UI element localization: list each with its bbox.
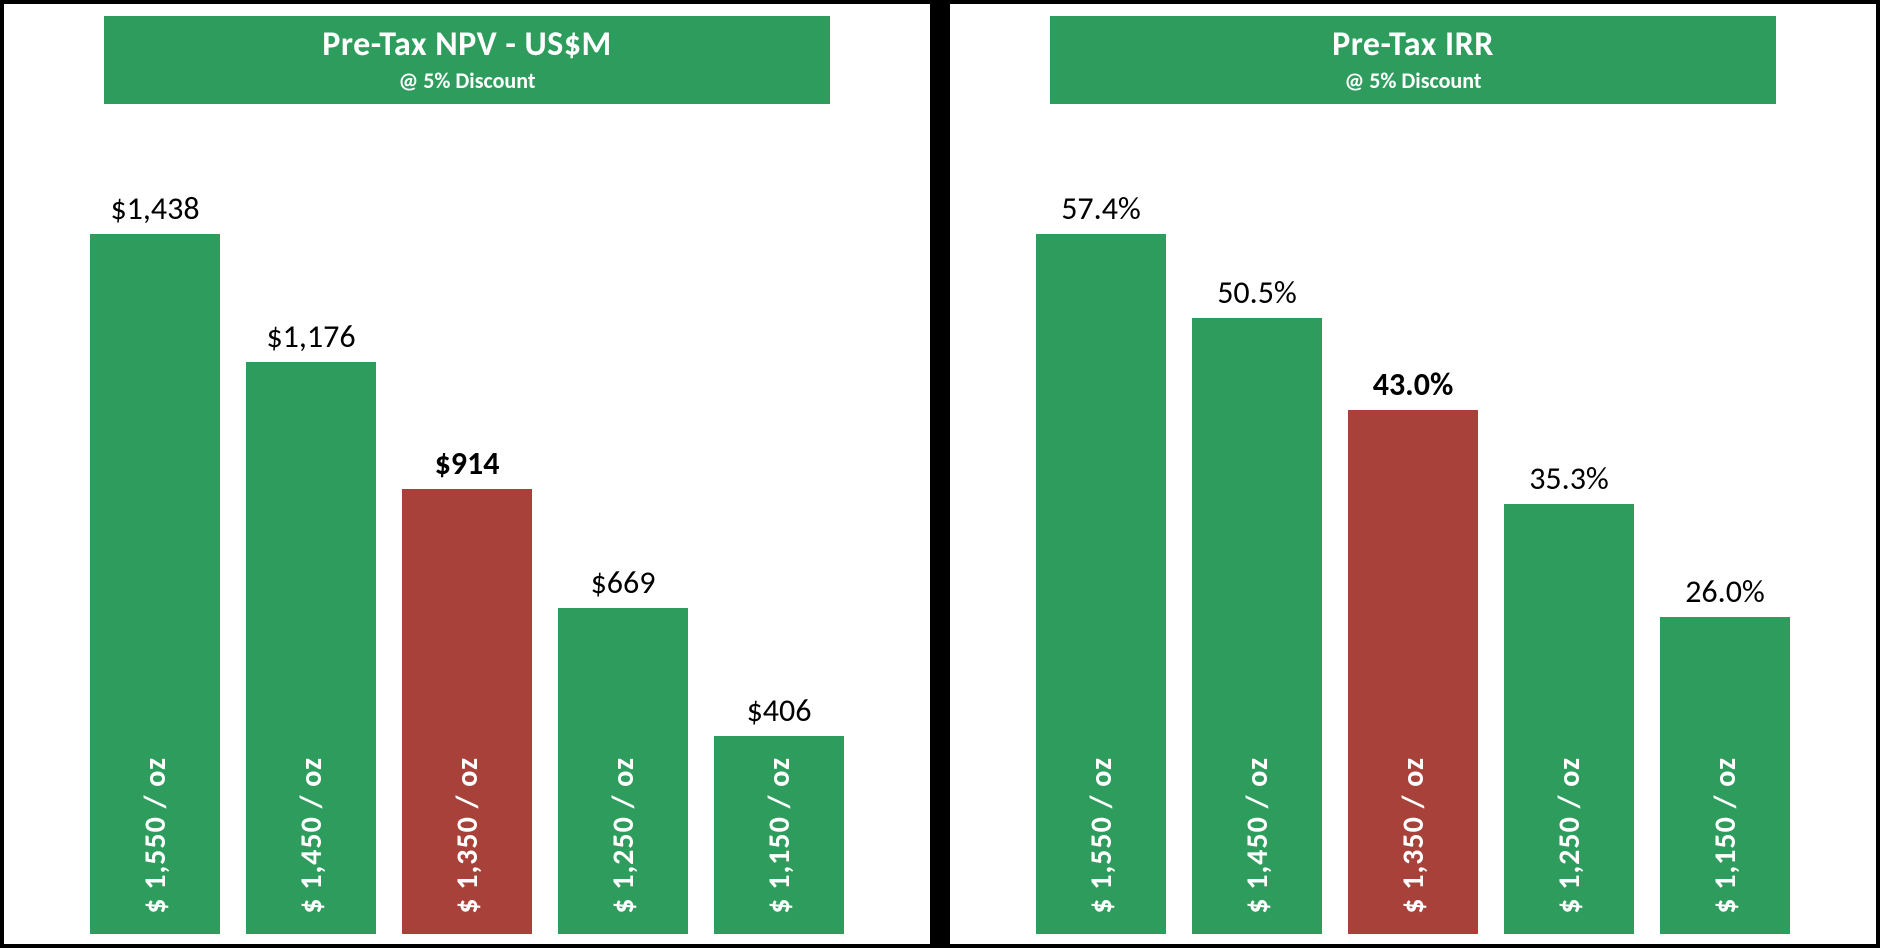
panel-npv: Pre-Tax NPV - US$M @ 5% Discount $1,438 … bbox=[4, 4, 930, 944]
title-bar-npv: Pre-Tax NPV - US$M @ 5% Discount bbox=[104, 16, 830, 104]
panel-title: Pre-Tax IRR bbox=[1050, 24, 1776, 65]
panel-divider bbox=[930, 4, 950, 944]
value-label: 26.0% bbox=[1685, 572, 1765, 611]
category-label: $ 1,550 / oz bbox=[137, 757, 174, 914]
bar-rect: $ 1,450 / oz bbox=[246, 362, 376, 934]
panel-subtitle: @ 5% Discount bbox=[104, 67, 830, 94]
bar: 50.5% $ 1,450 / oz bbox=[1192, 273, 1322, 934]
category-label: $ 1,250 / oz bbox=[605, 757, 642, 914]
value-label: $914 bbox=[435, 444, 500, 483]
bar: $669 $ 1,250 / oz bbox=[558, 563, 688, 934]
bar-rect: $ 1,550 / oz bbox=[90, 234, 220, 934]
category-label: $ 1,350 / oz bbox=[1395, 757, 1432, 914]
category-label: $ 1,250 / oz bbox=[1551, 757, 1588, 914]
value-label: 57.4% bbox=[1061, 189, 1141, 228]
value-label: $669 bbox=[591, 563, 656, 602]
panel-title: Pre-Tax NPV - US$M bbox=[104, 24, 830, 65]
bar-rect: $ 1,450 / oz bbox=[1192, 318, 1322, 934]
bar: 35.3% $ 1,250 / oz bbox=[1504, 459, 1634, 934]
category-label: $ 1,450 / oz bbox=[293, 757, 330, 914]
bar-rect: $ 1,150 / oz bbox=[1660, 617, 1790, 934]
bar: 57.4% $ 1,550 / oz bbox=[1036, 189, 1166, 934]
bar-rect: $ 1,550 / oz bbox=[1036, 234, 1166, 934]
bar: $914 $ 1,350 / oz bbox=[402, 444, 532, 934]
bar-rect: $ 1,250 / oz bbox=[558, 608, 688, 934]
value-label: $1,176 bbox=[266, 317, 355, 356]
category-label: $ 1,450 / oz bbox=[1239, 757, 1276, 914]
bar: $1,176 $ 1,450 / oz bbox=[246, 317, 376, 934]
category-label: $ 1,350 / oz bbox=[449, 757, 486, 914]
bar-rect: $ 1,150 / oz bbox=[714, 736, 844, 934]
value-label: 50.5% bbox=[1217, 273, 1297, 312]
bar: 26.0% $ 1,150 / oz bbox=[1660, 572, 1790, 934]
bar: 43.0% $ 1,350 / oz bbox=[1348, 365, 1478, 934]
value-label: 43.0% bbox=[1373, 365, 1454, 404]
title-bar-irr: Pre-Tax IRR @ 5% Discount bbox=[1050, 16, 1776, 104]
panel-subtitle: @ 5% Discount bbox=[1050, 67, 1776, 94]
bar-rect: $ 1,250 / oz bbox=[1504, 504, 1634, 934]
bar-rect: $ 1,350 / oz bbox=[402, 489, 532, 934]
chart-area-irr: 57.4% $ 1,550 / oz 50.5% $ 1,450 / oz 43… bbox=[990, 144, 1836, 934]
value-label: 35.3% bbox=[1529, 459, 1609, 498]
panel-irr: Pre-Tax IRR @ 5% Discount 57.4% $ 1,550 … bbox=[950, 4, 1876, 944]
bar: $1,438 $ 1,550 / oz bbox=[90, 189, 220, 934]
category-label: $ 1,150 / oz bbox=[1707, 757, 1744, 914]
chart-frame: Pre-Tax NPV - US$M @ 5% Discount $1,438 … bbox=[0, 0, 1880, 948]
bar-rect: $ 1,350 / oz bbox=[1348, 410, 1478, 934]
category-label: $ 1,150 / oz bbox=[761, 757, 798, 914]
category-label: $ 1,550 / oz bbox=[1083, 757, 1120, 914]
chart-area-npv: $1,438 $ 1,550 / oz $1,176 $ 1,450 / oz … bbox=[44, 144, 890, 934]
value-label: $406 bbox=[747, 691, 812, 730]
value-label: $1,438 bbox=[110, 189, 199, 228]
bar: $406 $ 1,150 / oz bbox=[714, 691, 844, 934]
